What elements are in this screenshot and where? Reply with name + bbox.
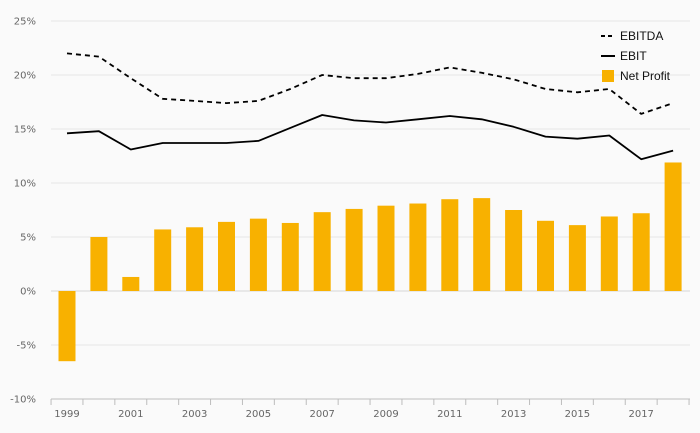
net-profit-bar (58, 291, 76, 362)
y-tick-label: 25% (14, 17, 36, 28)
x-tick-label: 2011 (437, 409, 462, 420)
net-profit-bar (281, 222, 299, 291)
legend-swatch-net-profit (602, 70, 614, 82)
net-profit-bar (249, 218, 267, 291)
legend: EBITDA EBIT Net Profit (601, 29, 671, 83)
net-profit-bar (441, 199, 459, 291)
x-axis: 1999 2001 2003 2005 2007 2009 2011 2013 2015 2017 (50, 398, 690, 420)
x-tick-label: 2013 (501, 409, 526, 420)
x-tick-label: 2017 (628, 409, 653, 420)
y-tick-label: 0% (20, 287, 36, 298)
legend-label-net-profit: Net Profit (620, 69, 671, 83)
y-axis: -10% -5% 0% 5% 10% 15% 20% 25% (10, 17, 36, 406)
net-profit-bar (409, 203, 427, 291)
ebitda-line (66, 52, 674, 115)
net-profit-bar (90, 237, 108, 291)
net-profit-bar (218, 221, 235, 291)
net-profit-bar (186, 227, 204, 291)
net-profit-bar (377, 205, 395, 291)
y-tick-label: 15% (14, 125, 36, 136)
net-profit-bar (345, 208, 363, 291)
net-profit-bar (313, 212, 331, 291)
series-lines (66, 52, 674, 161)
y-tick-label: 5% (20, 233, 36, 244)
legend-label-ebit: EBIT (620, 49, 647, 63)
net-profit-bar (600, 216, 618, 291)
net-profit-bars (58, 162, 682, 362)
net-profit-bar (632, 213, 650, 291)
ebit-line (66, 114, 674, 161)
gridlines (51, 20, 690, 400)
y-tick-label: -10% (10, 395, 36, 406)
net-profit-bar (122, 276, 140, 291)
net-profit-bar (154, 229, 172, 291)
x-tick-label: 2007 (309, 409, 334, 420)
x-tick-label: 2003 (182, 409, 207, 420)
x-tick-label: 2009 (373, 409, 398, 420)
net-profit-bar (505, 210, 523, 291)
x-tick-label: 2005 (246, 409, 271, 420)
net-profit-bar (664, 162, 682, 291)
x-tick-label: 1999 (54, 409, 79, 420)
legend-label-ebitda: EBITDA (620, 29, 663, 43)
y-tick-label: 20% (14, 71, 36, 82)
y-tick-label: 10% (14, 179, 36, 190)
net-profit-bar (473, 198, 491, 291)
y-tick-label: -5% (17, 341, 36, 352)
x-tick-label: 2001 (118, 409, 143, 420)
x-tick-label: 2015 (565, 409, 590, 420)
net-profit-bar (568, 225, 586, 291)
net-profit-bar (537, 220, 554, 291)
